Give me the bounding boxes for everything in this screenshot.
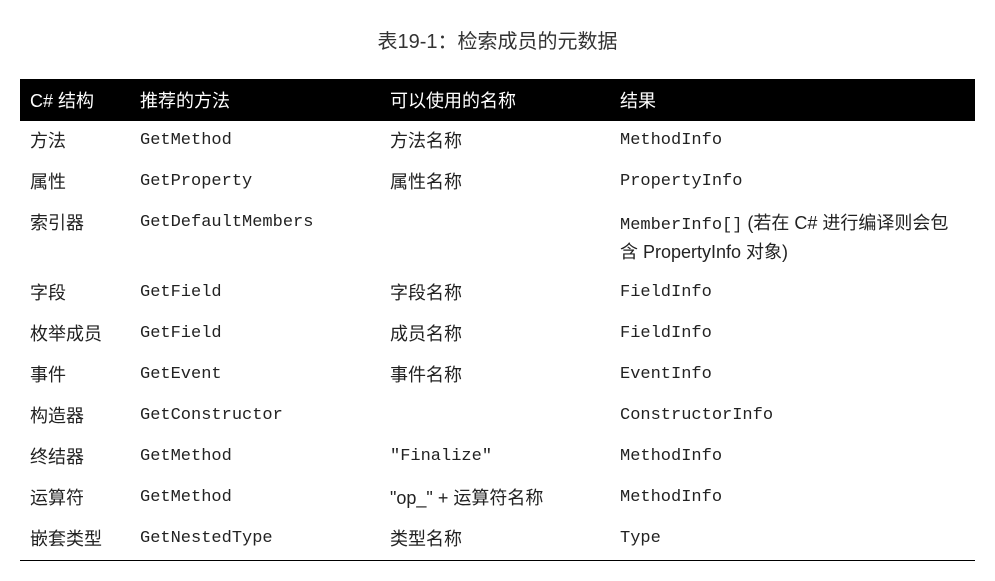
cell-result: EventInfo [610, 355, 975, 396]
cell-name [380, 396, 610, 437]
table-body: 方法 GetMethod 方法名称 MethodInfo 属性 GetPrope… [20, 121, 975, 560]
cell-structure: 方法 [20, 121, 130, 162]
cell-result: ConstructorInfo [610, 396, 975, 437]
cell-result: MemberInfo[] (若在 C# 进行编译则会包含 PropertyInf… [610, 203, 975, 273]
table-row: 构造器 GetConstructor ConstructorInfo [20, 396, 975, 437]
cell-name [380, 203, 610, 273]
cell-structure: 字段 [20, 273, 130, 314]
table-header-row: C# 结构 推荐的方法 可以使用的名称 结果 [20, 79, 975, 121]
table-row: 字段 GetField 字段名称 FieldInfo [20, 273, 975, 314]
cell-name: "op_" + 运算符名称 [380, 478, 610, 519]
cell-structure: 运算符 [20, 478, 130, 519]
table-row: 索引器 GetDefaultMembers MemberInfo[] (若在 C… [20, 203, 975, 273]
cell-method: GetField [130, 273, 380, 314]
cell-method: GetNestedType [130, 519, 380, 561]
cell-result: Type [610, 519, 975, 561]
cell-result: FieldInfo [610, 273, 975, 314]
cell-method: GetField [130, 314, 380, 355]
table-caption: 表19-1：检索成员的元数据 [20, 25, 975, 54]
cell-result: MethodInfo [610, 121, 975, 162]
col-header-result: 结果 [610, 79, 975, 121]
table-row: 枚举成员 GetField 成员名称 FieldInfo [20, 314, 975, 355]
table-row: 运算符 GetMethod "op_" + 运算符名称 MethodInfo [20, 478, 975, 519]
table-row: 事件 GetEvent 事件名称 EventInfo [20, 355, 975, 396]
cell-structure: 终结器 [20, 437, 130, 478]
cell-result: MethodInfo [610, 478, 975, 519]
table-row: 终结器 GetMethod "Finalize" MethodInfo [20, 437, 975, 478]
cell-method: GetProperty [130, 162, 380, 203]
cell-method: GetDefaultMembers [130, 203, 380, 273]
table-row: 方法 GetMethod 方法名称 MethodInfo [20, 121, 975, 162]
cell-name: 字段名称 [380, 273, 610, 314]
cell-structure: 事件 [20, 355, 130, 396]
col-header-method: 推荐的方法 [130, 79, 380, 121]
cell-method: GetEvent [130, 355, 380, 396]
cell-method: GetMethod [130, 478, 380, 519]
cell-result: FieldInfo [610, 314, 975, 355]
cell-result: MethodInfo [610, 437, 975, 478]
cell-name: 方法名称 [380, 121, 610, 162]
metadata-table: C# 结构 推荐的方法 可以使用的名称 结果 方法 GetMethod 方法名称… [20, 79, 975, 561]
cell-method: GetMethod [130, 437, 380, 478]
cell-structure: 枚举成员 [20, 314, 130, 355]
col-header-structure: C# 结构 [20, 79, 130, 121]
cell-method: GetConstructor [130, 396, 380, 437]
table-row: 嵌套类型 GetNestedType 类型名称 Type [20, 519, 975, 561]
cell-structure: 构造器 [20, 396, 130, 437]
cell-structure: 属性 [20, 162, 130, 203]
table-row: 属性 GetProperty 属性名称 PropertyInfo [20, 162, 975, 203]
col-header-name: 可以使用的名称 [380, 79, 610, 121]
cell-method: GetMethod [130, 121, 380, 162]
cell-structure: 嵌套类型 [20, 519, 130, 561]
cell-result: PropertyInfo [610, 162, 975, 203]
cell-name: 属性名称 [380, 162, 610, 203]
cell-structure: 索引器 [20, 203, 130, 273]
cell-name: 事件名称 [380, 355, 610, 396]
cell-name: 类型名称 [380, 519, 610, 561]
cell-name: 成员名称 [380, 314, 610, 355]
cell-name: "Finalize" [380, 437, 610, 478]
